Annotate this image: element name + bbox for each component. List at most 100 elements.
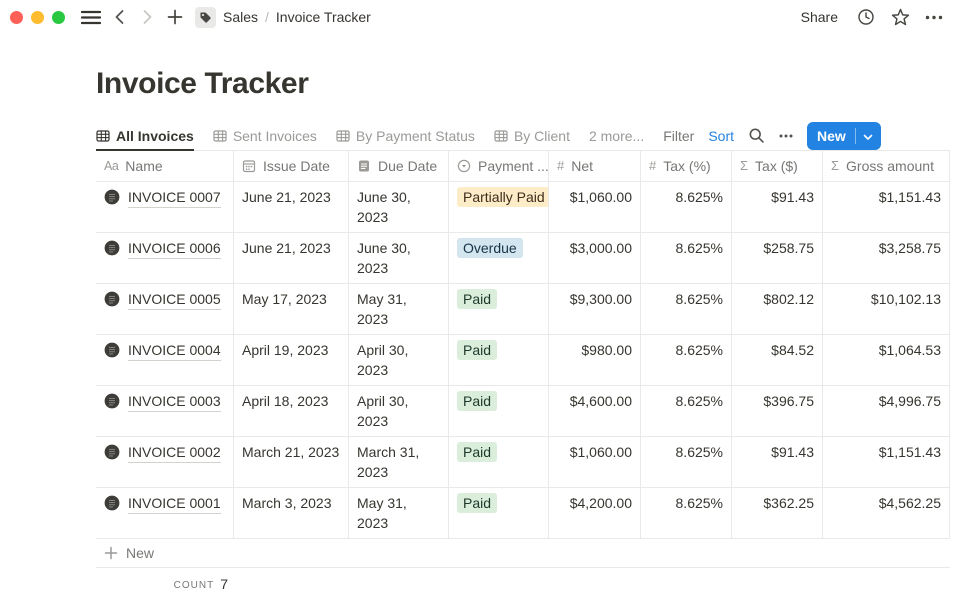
invoice-link[interactable]: INVOICE 0007 (128, 187, 221, 208)
net-cell[interactable]: $980.00 (549, 335, 641, 385)
issue-date-cell[interactable]: June 21, 2023 (234, 233, 349, 283)
tax-amount-cell[interactable]: $802.12 (732, 284, 823, 334)
column-header-issue-date[interactable]: Issue Date (234, 151, 349, 181)
net-cell[interactable]: $4,200.00 (549, 488, 641, 538)
issue-date-cell[interactable]: April 19, 2023 (234, 335, 349, 385)
table-row[interactable]: INVOICE 0007 June 21, 2023 June 30, 2023 Pa… (96, 182, 950, 233)
status-badge[interactable]: Paid (457, 340, 498, 360)
due-date-cell[interactable]: June 30, 2023 (349, 233, 449, 283)
status-badge[interactable]: Paid (457, 391, 498, 411)
due-date-cell[interactable]: April 30, 2023 (349, 386, 449, 436)
invoice-link[interactable]: INVOICE 0004 (128, 340, 221, 361)
payment-status-cell[interactable]: Paid (449, 335, 549, 385)
name-cell[interactable]: INVOICE 0002 (96, 437, 234, 487)
sidebar-menu-icon[interactable] (79, 5, 103, 29)
issue-date-cell[interactable]: March 3, 2023 (234, 488, 349, 538)
minimize-window-button[interactable] (31, 10, 44, 24)
due-date-cell[interactable]: May 31, 2023 (349, 488, 449, 538)
table-row[interactable]: INVOICE 0003 April 18, 2023 April 30, 2023… (96, 386, 950, 437)
page-title[interactable]: Invoice Tracker (96, 67, 309, 100)
column-header-net[interactable]: # Net (549, 151, 641, 181)
gross-amount-cell[interactable]: $4,996.75 (823, 386, 950, 436)
name-cell[interactable]: INVOICE 0004 (96, 335, 234, 385)
tax-amount-cell[interactable]: $91.43 (732, 437, 823, 487)
invoice-link[interactable]: INVOICE 0005 (128, 289, 221, 310)
gross-amount-cell[interactable]: $1,151.43 (823, 182, 950, 232)
status-badge[interactable]: Paid (457, 493, 498, 513)
breadcrumb-parent[interactable]: Sales (223, 9, 259, 25)
column-header-gross-amount[interactable]: Σ Gross amount (823, 151, 950, 181)
favorite-star-icon[interactable] (888, 5, 912, 29)
close-window-button[interactable] (10, 10, 23, 24)
workspace-tag-icon[interactable] (195, 6, 216, 28)
name-cell[interactable]: INVOICE 0003 (96, 386, 234, 436)
table-row[interactable]: INVOICE 0006 June 21, 2023 June 30, 2023 Ov… (96, 233, 950, 284)
due-date-cell[interactable]: April 30, 2023 (349, 335, 449, 385)
zoom-window-button[interactable] (52, 10, 65, 24)
issue-date-cell[interactable]: April 18, 2023 (234, 386, 349, 436)
breadcrumb-current[interactable]: Invoice Tracker (275, 9, 371, 25)
name-cell[interactable]: INVOICE 0005 (96, 284, 234, 334)
payment-status-cell[interactable]: Paid (449, 437, 549, 487)
net-cell[interactable]: $9,300.00 (549, 284, 641, 334)
gross-amount-cell[interactable]: $4,562.25 (823, 488, 950, 538)
issue-date-cell[interactable]: March 21, 2023 (234, 437, 349, 487)
table-row[interactable]: INVOICE 0005 May 17, 2023 May 31, 2023 Paid… (96, 284, 950, 335)
status-badge[interactable]: Partially Paid (457, 187, 548, 207)
table-row[interactable]: INVOICE 0002 March 21, 2023 March 31, 2023… (96, 437, 950, 488)
sort-button[interactable]: Sort (708, 127, 735, 144)
view-more-icon[interactable] (779, 134, 793, 138)
tax-amount-cell[interactable]: $91.43 (732, 182, 823, 232)
gross-amount-cell[interactable]: $1,151.43 (823, 437, 950, 487)
payment-status-cell[interactable]: Paid (449, 488, 549, 538)
invoice-link[interactable]: INVOICE 0006 (128, 238, 221, 259)
due-date-cell[interactable]: May 31, 2023 (349, 284, 449, 334)
invoice-link[interactable]: INVOICE 0002 (128, 442, 221, 463)
net-cell[interactable]: $3,000.00 (549, 233, 641, 283)
tax-percent-cell[interactable]: 8.625% (641, 437, 732, 487)
forward-icon[interactable] (135, 5, 159, 29)
due-date-cell[interactable]: June 30, 2023 (349, 182, 449, 232)
tax-amount-cell[interactable]: $258.75 (732, 233, 823, 283)
tax-amount-cell[interactable]: $396.75 (732, 386, 823, 436)
net-cell[interactable]: $1,060.00 (549, 437, 641, 487)
gross-amount-cell[interactable]: $3,258.75 (823, 233, 950, 283)
table-row[interactable]: INVOICE 0001 March 3, 2023 May 31, 2023 Pai… (96, 488, 950, 539)
tax-amount-cell[interactable]: $362.25 (732, 488, 823, 538)
payment-status-cell[interactable]: Partially Paid (449, 182, 549, 232)
chevron-down-icon[interactable] (863, 128, 873, 144)
new-row-button[interactable]: New (96, 539, 950, 568)
tax-percent-cell[interactable]: 8.625% (641, 284, 732, 334)
back-icon[interactable] (107, 5, 131, 29)
status-badge[interactable]: Paid (457, 442, 498, 462)
tab-sent-invoices[interactable]: Sent Invoices (213, 121, 317, 151)
filter-button[interactable]: Filter (663, 127, 695, 144)
new-page-icon[interactable] (163, 5, 187, 29)
tab-by-client[interactable]: By Client (494, 121, 570, 151)
tax-percent-cell[interactable]: 8.625% (641, 233, 732, 283)
net-cell[interactable]: $1,060.00 (549, 182, 641, 232)
tax-amount-cell[interactable]: $84.52 (732, 335, 823, 385)
due-date-cell[interactable]: March 31, 2023 (349, 437, 449, 487)
table-row[interactable]: INVOICE 0004 April 19, 2023 April 30, 2023… (96, 335, 950, 386)
payment-status-cell[interactable]: Paid (449, 386, 549, 436)
gross-amount-cell[interactable]: $1,064.53 (823, 335, 950, 385)
name-cell[interactable]: INVOICE 0006 (96, 233, 234, 283)
tab-by-payment-status[interactable]: By Payment Status (336, 121, 475, 151)
new-button[interactable]: New (807, 121, 881, 150)
invoice-link[interactable]: INVOICE 0003 (128, 391, 221, 412)
payment-status-cell[interactable]: Paid (449, 284, 549, 334)
tax-percent-cell[interactable]: 8.625% (641, 335, 732, 385)
search-icon[interactable] (748, 127, 765, 144)
more-options-icon[interactable] (922, 5, 946, 29)
status-badge[interactable]: Overdue (457, 238, 523, 258)
column-header-name[interactable]: Aa Name (96, 151, 234, 181)
issue-date-cell[interactable]: May 17, 2023 (234, 284, 349, 334)
share-button[interactable]: Share (800, 9, 838, 25)
tax-percent-cell[interactable]: 8.625% (641, 182, 732, 232)
gross-amount-cell[interactable]: $10,102.13 (823, 284, 950, 334)
column-header-due-date[interactable]: Due Date (349, 151, 449, 181)
column-header-tax[interactable]: # Tax (%) (641, 151, 732, 181)
tab-all-invoices[interactable]: All Invoices (96, 121, 194, 151)
history-clock-icon[interactable] (854, 5, 878, 29)
